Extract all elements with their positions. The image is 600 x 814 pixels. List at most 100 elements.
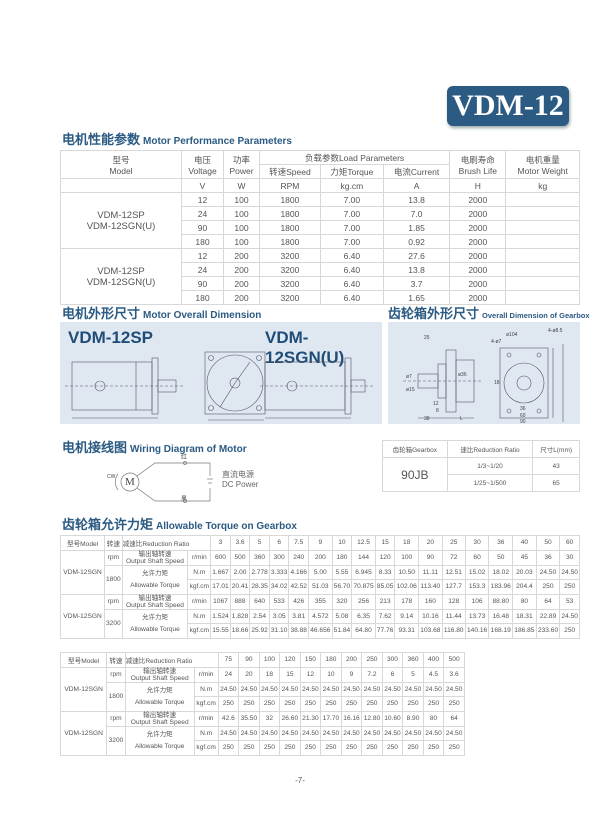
table-cell: 128 bbox=[441, 593, 466, 610]
motor-dimension-drawing bbox=[65, 351, 375, 421]
ratio-cell: 25 bbox=[441, 535, 466, 551]
ratio-cell: 400 bbox=[422, 652, 445, 668]
table-cell: 3200 bbox=[258, 276, 321, 291]
table-cell: 6.40 bbox=[319, 262, 384, 277]
ratio-cell: 20 bbox=[418, 535, 443, 551]
black-wire-label: 黑 bbox=[181, 497, 188, 503]
unit-cell: kgf.cm bbox=[193, 696, 219, 712]
table-cell: 250 bbox=[258, 740, 281, 756]
cell-line: VDM-12SGN(U) bbox=[86, 276, 156, 288]
table-cell: 100 bbox=[394, 549, 420, 566]
table-cell: 250 bbox=[340, 740, 363, 756]
table-cell: 640 bbox=[249, 593, 270, 610]
dim-label: 38 bbox=[424, 416, 430, 422]
table-cell: 24.50 bbox=[422, 725, 445, 741]
cell-line: Brush Life bbox=[458, 165, 497, 176]
unit-cell: kgf.cm bbox=[187, 623, 212, 639]
table-cell: 38.88 bbox=[288, 623, 309, 639]
ratio-cell: 15 bbox=[374, 535, 396, 551]
table-cell: 200 bbox=[308, 549, 333, 566]
allowable-torque-label: 允许力矩 Allowable Torque bbox=[121, 564, 189, 595]
table-cell: 15.02 bbox=[464, 564, 490, 580]
model-header: 型号Model bbox=[59, 652, 108, 668]
ratio-cell: 9 bbox=[308, 535, 333, 551]
table-cell: 24.50 bbox=[535, 564, 561, 580]
cell-line: 允许力矩 bbox=[146, 730, 173, 738]
heading-en: Allowable Torque on Gearbox bbox=[156, 521, 297, 532]
table-cell: 250 bbox=[320, 740, 342, 756]
table-cell: 36 bbox=[535, 549, 561, 566]
table-cell: 15.55 bbox=[210, 623, 231, 639]
table-cell: 24.50 bbox=[559, 608, 580, 624]
table-cell: 18.31 bbox=[512, 608, 537, 624]
table-cell: 7.0 bbox=[382, 206, 451, 221]
table-cell: 7.00 bbox=[319, 220, 384, 235]
table-cell: 24.50 bbox=[381, 681, 404, 697]
table-cell: 88.80 bbox=[488, 593, 514, 610]
heading-cn: 电机外形尺寸 bbox=[62, 306, 141, 321]
table-cell: 24.50 bbox=[422, 681, 445, 697]
heading-en: Overall Dimension of Gearbox bbox=[482, 311, 590, 320]
table-cell: 168.19 bbox=[488, 623, 514, 639]
table-cell: 213 bbox=[374, 593, 396, 610]
table-cell: 45 bbox=[512, 549, 537, 566]
table-cell: 10.50 bbox=[394, 564, 420, 580]
table-cell: 12.80 bbox=[361, 710, 383, 727]
table-cell: 1800 bbox=[258, 234, 321, 249]
table-cell: 200 bbox=[223, 276, 260, 291]
table-cell: 2.54 bbox=[249, 608, 270, 624]
table-cell: 24.50 bbox=[320, 725, 342, 741]
table-cell: 24.50 bbox=[217, 725, 240, 741]
table-cell: 2000 bbox=[449, 220, 507, 235]
heading-cn: 电机性能参数 bbox=[62, 132, 141, 147]
table-cell: 9 bbox=[340, 666, 363, 683]
dim-label: 12 bbox=[433, 401, 439, 407]
rpm-label: rpm bbox=[104, 593, 123, 610]
red-wire-label: 红 bbox=[181, 455, 188, 461]
dim-label: 4-ø8.5 bbox=[548, 328, 563, 334]
cell-line: Output Shaft Speed bbox=[130, 718, 189, 726]
rpm-cell: 1800 bbox=[106, 681, 126, 712]
table-cell: 5.55 bbox=[331, 564, 353, 580]
table-cell: 42.52 bbox=[288, 579, 309, 595]
table-cell: 153.3 bbox=[464, 579, 490, 595]
table-cell: 17.70 bbox=[320, 710, 342, 727]
heading-en: Wiring Diagram of Motor bbox=[130, 444, 247, 455]
table-cell: 34.02 bbox=[268, 579, 290, 595]
speed-header: 转速 bbox=[106, 652, 126, 668]
speed-row: VDM-12SGN rpm 输出轴转速 Output Shaft Speed r/min… bbox=[59, 666, 465, 712]
table-cell: 24.50 bbox=[443, 681, 465, 697]
output-speed-label: 输出轴转速 Output Shaft Speed bbox=[121, 549, 189, 566]
table-cell: 6 bbox=[381, 666, 404, 683]
unit-cell: r/min bbox=[193, 666, 219, 683]
table-cell: 12 bbox=[180, 192, 225, 207]
table-cell: 10.60 bbox=[381, 710, 404, 727]
table-cell: 2000 bbox=[449, 206, 507, 221]
dim-label: 90 bbox=[520, 419, 526, 425]
table-cell: 200 bbox=[223, 248, 260, 263]
table-cell: 250 bbox=[422, 740, 445, 756]
unit-cell: kgf.cm bbox=[187, 579, 212, 595]
table-cell: 3.81 bbox=[288, 608, 309, 624]
table-cell: 64 bbox=[535, 593, 561, 610]
table-cell: 24.50 bbox=[299, 725, 322, 741]
output-speed-label: 输出轴转速 Output Shaft Speed bbox=[124, 710, 195, 727]
table-cell: 2.778 bbox=[249, 564, 270, 580]
table-cell bbox=[505, 192, 580, 207]
table-cell: 9.14 bbox=[394, 608, 420, 624]
unit-cell: V bbox=[180, 178, 225, 193]
voltage-header: 电压 Voltage bbox=[180, 150, 225, 179]
table-cell: 204.4 bbox=[512, 579, 537, 595]
table-cell: 6.40 bbox=[319, 276, 384, 291]
gearbox-dimension-heading: 齿轮箱外形尺寸 Overall Dimension of Gearbox bbox=[388, 303, 590, 323]
cell-line: VDM-12SP bbox=[97, 265, 145, 277]
table-cell: 32 bbox=[258, 710, 281, 727]
model-a-title: VDM-12SP bbox=[68, 328, 154, 347]
dim-label: 25 bbox=[424, 335, 430, 341]
cell-line: Allowable Torque bbox=[134, 742, 185, 750]
table-cell: 250 bbox=[279, 696, 301, 712]
cell-line: 功率 bbox=[232, 154, 250, 165]
table-cell: 24 bbox=[217, 666, 240, 683]
table-cell: 1.85 bbox=[382, 220, 451, 235]
table-cell: 20.41 bbox=[229, 579, 251, 595]
